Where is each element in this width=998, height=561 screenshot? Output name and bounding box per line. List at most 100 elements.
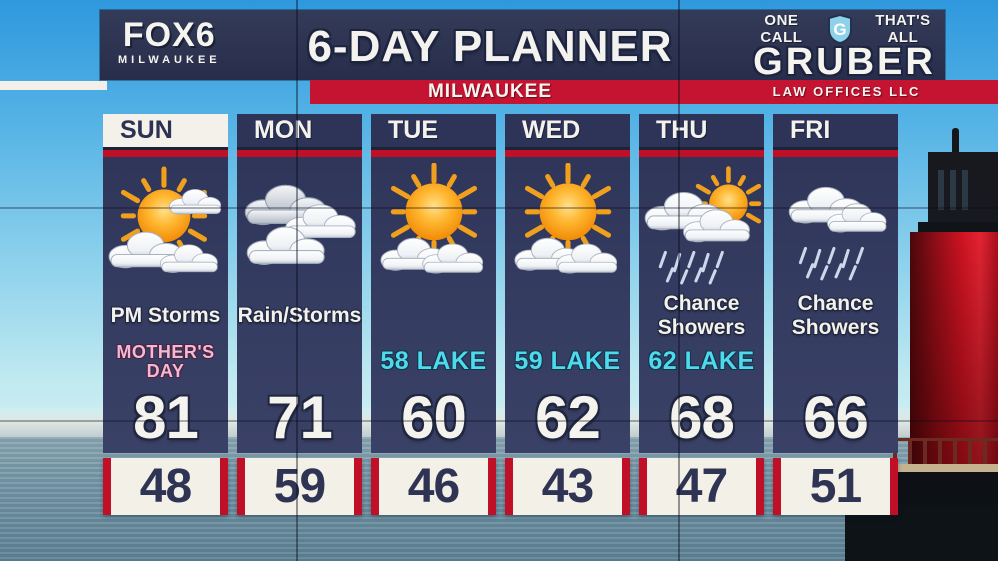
sponsor-subtitle: LAW OFFICES LLC	[772, 84, 921, 99]
day-header: FRI	[773, 114, 898, 147]
day-header: WED	[505, 114, 630, 147]
lighthouse-tower	[910, 232, 998, 466]
special-label: 59 LAKE	[514, 347, 621, 375]
station-logo: FOX6 MILWAUKEE	[118, 18, 221, 66]
location-band	[310, 80, 998, 104]
special-slot: 62 LAKE	[642, 341, 762, 382]
forecast-day-column: SUN PM Storms MOTHER'S DAY 81 48	[103, 114, 228, 515]
special-slot: 59 LAKE	[508, 341, 628, 382]
day-label: FRI	[790, 116, 831, 144]
weather-icon	[507, 163, 629, 285]
low-temp-box: 59	[237, 458, 362, 515]
condition-label: Chance Showers	[657, 292, 746, 339]
low-temp-box: 46	[371, 458, 496, 515]
header-red-stripe	[103, 150, 228, 157]
videowall-seam-vertical-1	[296, 0, 298, 561]
day-header: TUE	[371, 114, 496, 147]
high-temp: 62	[535, 384, 601, 451]
day-header: MON	[237, 114, 362, 147]
day-header: SUN	[103, 114, 228, 147]
high-temp: 68	[669, 384, 735, 451]
low-temp: 51	[809, 460, 862, 513]
day-label: WED	[522, 116, 581, 144]
special-label: 58 LAKE	[380, 347, 487, 375]
weather-icon	[775, 163, 897, 285]
header-red-stripe	[639, 150, 764, 157]
day-body: Rain/Storms 71	[237, 157, 362, 453]
weather-icon-slot	[639, 157, 764, 291]
high-temp: 81	[133, 384, 199, 451]
condition-label: Chance Showers	[791, 292, 880, 339]
special-label: 62 LAKE	[648, 347, 755, 375]
header-divider	[371, 147, 496, 150]
sponsor-name: GRUBER	[753, 41, 936, 83]
weather-icon-slot	[371, 157, 496, 291]
weather-icon	[641, 163, 763, 285]
videowall-seam-horizontal-1	[0, 207, 998, 209]
gruber-shield-icon: G	[827, 14, 852, 44]
special-slot	[776, 341, 896, 382]
day-label: TUE	[388, 116, 438, 144]
title-banner	[100, 10, 945, 80]
header-divider	[773, 147, 898, 150]
day-body: 58 LAKE 60	[371, 157, 496, 453]
day-body: 59 LAKE 62	[505, 157, 630, 453]
location-label: MILWAUKEE	[427, 81, 553, 102]
low-temp-box: 48	[103, 458, 228, 515]
videowall-seam-vertical-2	[678, 0, 680, 561]
day-label: MON	[254, 116, 313, 144]
day-body: Chance Showers 66	[773, 157, 898, 453]
lighthouse-lantern	[928, 152, 998, 226]
header-divider	[639, 147, 764, 150]
condition-label: Rain/Storms	[237, 304, 362, 327]
pier-railing	[893, 438, 998, 469]
sponsor-tagline-left: ONE CALL	[760, 12, 803, 46]
sponsor-tagline: ONE CALL G THAT'S ALL	[742, 12, 947, 46]
low-temp-box: 47	[639, 458, 764, 515]
header-divider	[103, 147, 228, 150]
condition-label	[375, 291, 493, 341]
sponsor-tagline-right: THAT'S ALL	[875, 12, 931, 46]
weather-icon-slot	[773, 157, 898, 291]
day-body: Chance Showers 62 LAKE 68	[639, 157, 764, 453]
station-name: FOX6	[122, 16, 216, 54]
page-title: 6-DAY PLANNER	[307, 22, 673, 71]
weather-icon-slot	[505, 157, 630, 291]
day-body: PM Storms MOTHER'S DAY 81	[103, 157, 228, 453]
day-header: THU	[639, 114, 764, 147]
accent-bar	[0, 81, 107, 90]
condition-label: PM Storms	[110, 304, 221, 327]
day-label: THU	[656, 116, 708, 144]
weather-icon	[373, 163, 495, 285]
svg-text:G: G	[833, 20, 846, 39]
videowall-seam-horizontal-2	[0, 420, 998, 422]
forecast-day-column: THU Chance Showers 62 LAKE 68 47	[639, 114, 764, 515]
special-slot: 58 LAKE	[374, 341, 494, 382]
low-temp: 59	[273, 460, 326, 513]
weather-icon	[239, 163, 361, 285]
condition-label	[509, 291, 627, 341]
forecast-day-column: WED 59 LAKE 62 43	[505, 114, 630, 515]
header-red-stripe	[773, 150, 898, 157]
pier-deck	[890, 464, 998, 473]
low-temp: 47	[675, 460, 728, 513]
header-red-stripe	[505, 150, 630, 157]
weather-icon-slot	[237, 157, 362, 291]
high-temp: 60	[401, 384, 467, 451]
special-label: MOTHER'S DAY	[116, 341, 215, 381]
low-temp: 43	[541, 460, 594, 513]
special-slot	[240, 341, 360, 382]
low-temp-box: 43	[505, 458, 630, 515]
header-divider	[505, 147, 630, 150]
lighthouse-finial	[952, 128, 959, 160]
station-city: MILWAUKEE	[118, 54, 221, 66]
weather-icon-slot	[103, 157, 228, 291]
day-label: SUN	[120, 116, 173, 144]
header-red-stripe	[371, 150, 496, 157]
high-temp: 71	[267, 384, 333, 451]
header-red-stripe	[237, 150, 362, 157]
special-slot: MOTHER'S DAY	[106, 341, 226, 382]
sponsor-logo: ONE CALL G THAT'S ALL GRUBER	[742, 12, 947, 83]
